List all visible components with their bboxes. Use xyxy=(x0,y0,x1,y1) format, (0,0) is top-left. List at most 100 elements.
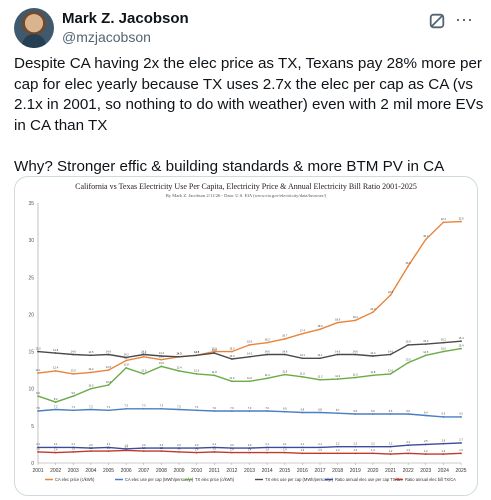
data-label: 6.6 xyxy=(406,409,410,413)
data-label: 1.3 xyxy=(318,448,322,452)
data-label: 12.2 xyxy=(88,367,94,371)
data-label: 6.6 xyxy=(371,409,375,413)
data-point xyxy=(266,410,269,412)
data-point xyxy=(37,450,39,453)
x-tick-label: 2021 xyxy=(385,468,396,474)
data-label: 10.0 xyxy=(88,384,94,388)
data-label: 7.0 xyxy=(230,406,234,410)
x-tick-label: 2013 xyxy=(244,468,255,474)
data-label: 14.6 xyxy=(335,349,341,353)
data-label: 19.2 xyxy=(353,315,359,319)
data-point xyxy=(37,395,39,398)
more-options-icon[interactable]: ⋯ xyxy=(455,10,474,30)
data-label: 12.4 xyxy=(176,366,182,370)
data-label: 14.3 xyxy=(176,352,182,356)
data-point xyxy=(160,358,163,361)
data-point xyxy=(230,410,233,412)
x-tick-label: 2002 xyxy=(50,468,61,474)
data-label: 1.5 xyxy=(177,447,181,451)
data-label: 2.1 xyxy=(54,442,58,446)
data-point xyxy=(160,365,163,368)
data-point xyxy=(195,354,198,357)
chart-image[interactable]: California vs Texas Electricity Use Per … xyxy=(14,176,478,496)
data-label: 2.0 xyxy=(248,443,252,447)
x-tick-label: 2005 xyxy=(103,468,114,474)
data-point xyxy=(371,452,374,455)
data-label: 14.6 xyxy=(141,349,147,353)
data-label: 6.2 xyxy=(442,412,446,416)
data-label: 7.3 xyxy=(142,404,146,408)
data-point xyxy=(319,328,321,331)
data-label: 7.3 xyxy=(124,404,128,408)
data-point xyxy=(230,380,233,383)
data-point xyxy=(230,358,233,360)
data-label: 14.4 xyxy=(370,351,376,355)
data-label: 14.5 xyxy=(88,350,94,354)
data-label: 6.2 xyxy=(459,412,463,416)
data-point xyxy=(178,408,180,411)
data-point xyxy=(389,453,392,455)
data-label: 1.2 xyxy=(424,449,428,453)
data-label: 12.0 xyxy=(194,369,200,373)
data-point xyxy=(142,450,145,453)
data-point xyxy=(107,369,110,372)
data-point xyxy=(37,372,39,375)
data-label: 14.3 xyxy=(176,352,182,356)
data-point xyxy=(89,354,92,357)
data-label: 16.0 xyxy=(423,339,429,343)
data-point xyxy=(407,343,410,346)
data-point xyxy=(248,380,251,383)
data-point xyxy=(213,350,216,353)
data-point xyxy=(160,355,163,357)
data-point xyxy=(319,411,321,414)
legend-entry: Ratio annual elec use per cap TX/CA xyxy=(335,477,403,482)
data-label: 2.2 xyxy=(336,441,340,445)
data-label: 15.0 xyxy=(212,346,218,350)
author-name[interactable]: Mark Z. Jacobson xyxy=(62,10,189,27)
author-handle[interactable]: @mzjacobson xyxy=(62,29,151,45)
data-label: 7.3 xyxy=(160,404,164,408)
data-label: 15.0 xyxy=(441,346,447,350)
data-point xyxy=(442,416,445,418)
data-label: 2.4 xyxy=(406,440,410,444)
data-point xyxy=(336,353,339,356)
data-label: 1.6 xyxy=(160,446,164,450)
data-point xyxy=(354,376,357,379)
data-label: 14.6 xyxy=(282,349,288,353)
x-tick-label: 2023 xyxy=(420,468,431,474)
grok-icon[interactable] xyxy=(428,12,446,30)
data-label: 1.2 xyxy=(442,449,446,453)
data-label: 7.0 xyxy=(36,406,40,410)
data-label: 2.5 xyxy=(424,439,428,443)
data-label: 7.2 xyxy=(89,404,93,408)
data-point xyxy=(301,411,304,414)
data-point xyxy=(125,359,128,362)
data-point xyxy=(319,446,321,449)
data-point xyxy=(301,357,304,360)
data-label: 14.8 xyxy=(212,348,218,352)
data-label: 11.9 xyxy=(282,369,287,373)
data-point xyxy=(142,447,145,450)
data-label: 2.0 xyxy=(89,443,93,447)
data-point xyxy=(54,408,57,411)
data-label: 11.8 xyxy=(212,370,217,374)
data-label: 2.0 xyxy=(142,443,146,447)
data-point xyxy=(424,443,427,446)
data-label: 15.9 xyxy=(247,340,253,344)
avatar[interactable] xyxy=(14,8,54,48)
data-label: 7.1 xyxy=(195,405,199,409)
y-tick-label: 15 xyxy=(28,350,34,356)
data-point xyxy=(195,409,198,412)
data-point xyxy=(283,353,286,356)
data-point xyxy=(283,338,286,340)
data-label: 1.3 xyxy=(459,448,463,452)
data-label: 11.0 xyxy=(247,376,252,380)
data-label: 14.4 xyxy=(159,351,165,355)
data-point xyxy=(283,373,286,376)
data-point xyxy=(195,447,198,450)
data-label: 1.6 xyxy=(107,446,111,450)
data-label: 16.2 xyxy=(265,337,271,341)
x-tick-label: 2001 xyxy=(32,468,43,474)
data-point xyxy=(89,408,92,411)
data-point xyxy=(319,357,321,360)
